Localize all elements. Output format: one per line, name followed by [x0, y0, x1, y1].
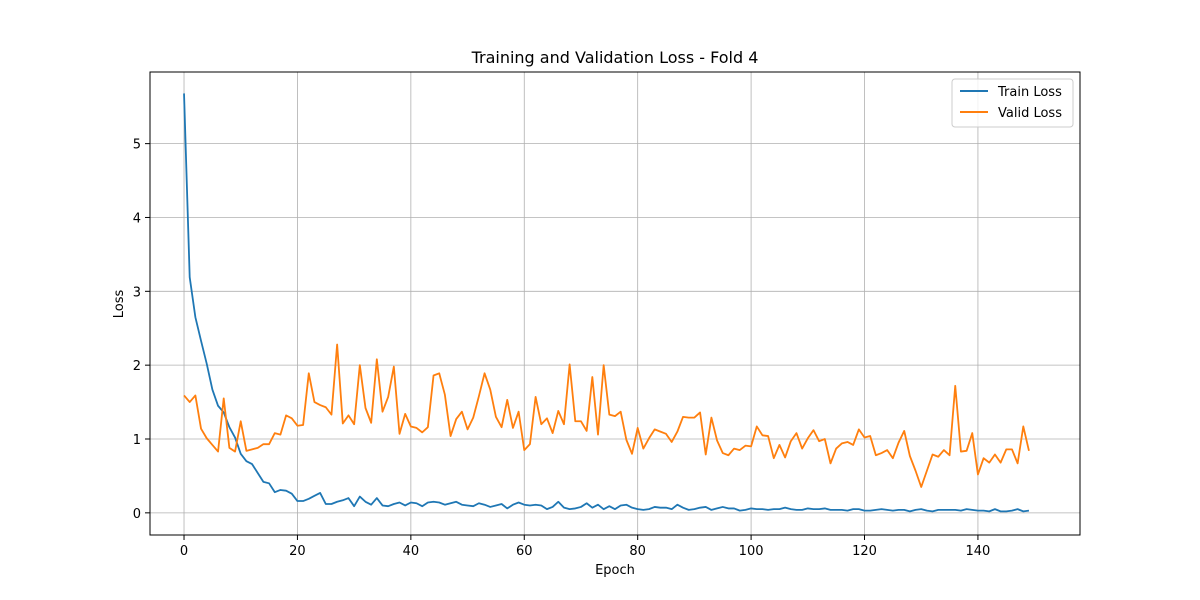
x-tick-label: 100 — [739, 544, 764, 559]
x-tick-label: 20 — [289, 544, 306, 559]
x-tick-label: 120 — [852, 544, 877, 559]
legend-label-valid-loss: Valid Loss — [998, 106, 1062, 121]
y-tick-label: 5 — [133, 138, 141, 153]
axis-ticks: 0 20 40 60 80 100 120 140 0 1 2 3 4 5 — [133, 138, 991, 559]
series-line-valid-loss — [183, 343, 1030, 488]
legend-label-train-loss: Train Loss — [997, 85, 1062, 100]
x-tick-label: 40 — [403, 544, 420, 559]
chart-title: Training and Validation Loss - Fold 4 — [471, 48, 759, 67]
x-tick-label: 80 — [629, 544, 646, 559]
x-tick-label: 140 — [966, 544, 991, 559]
y-axis-label: Loss — [112, 290, 127, 319]
legend: Train Loss Valid Loss — [951, 78, 1074, 128]
y-tick-label: 4 — [133, 211, 141, 226]
y-tick-label: 3 — [133, 285, 141, 300]
series-line-train-loss — [183, 93, 1030, 513]
y-tick-label: 1 — [133, 433, 141, 448]
x-tick-label: 60 — [516, 544, 533, 559]
y-tick-label: 2 — [133, 359, 141, 374]
x-tick-label: 0 — [180, 544, 188, 559]
series-lines — [183, 93, 1030, 513]
x-axis-label: Epoch — [595, 563, 635, 578]
y-tick-label: 0 — [133, 507, 141, 522]
grid — [150, 72, 1080, 535]
plot-frame — [149, 71, 1081, 536]
